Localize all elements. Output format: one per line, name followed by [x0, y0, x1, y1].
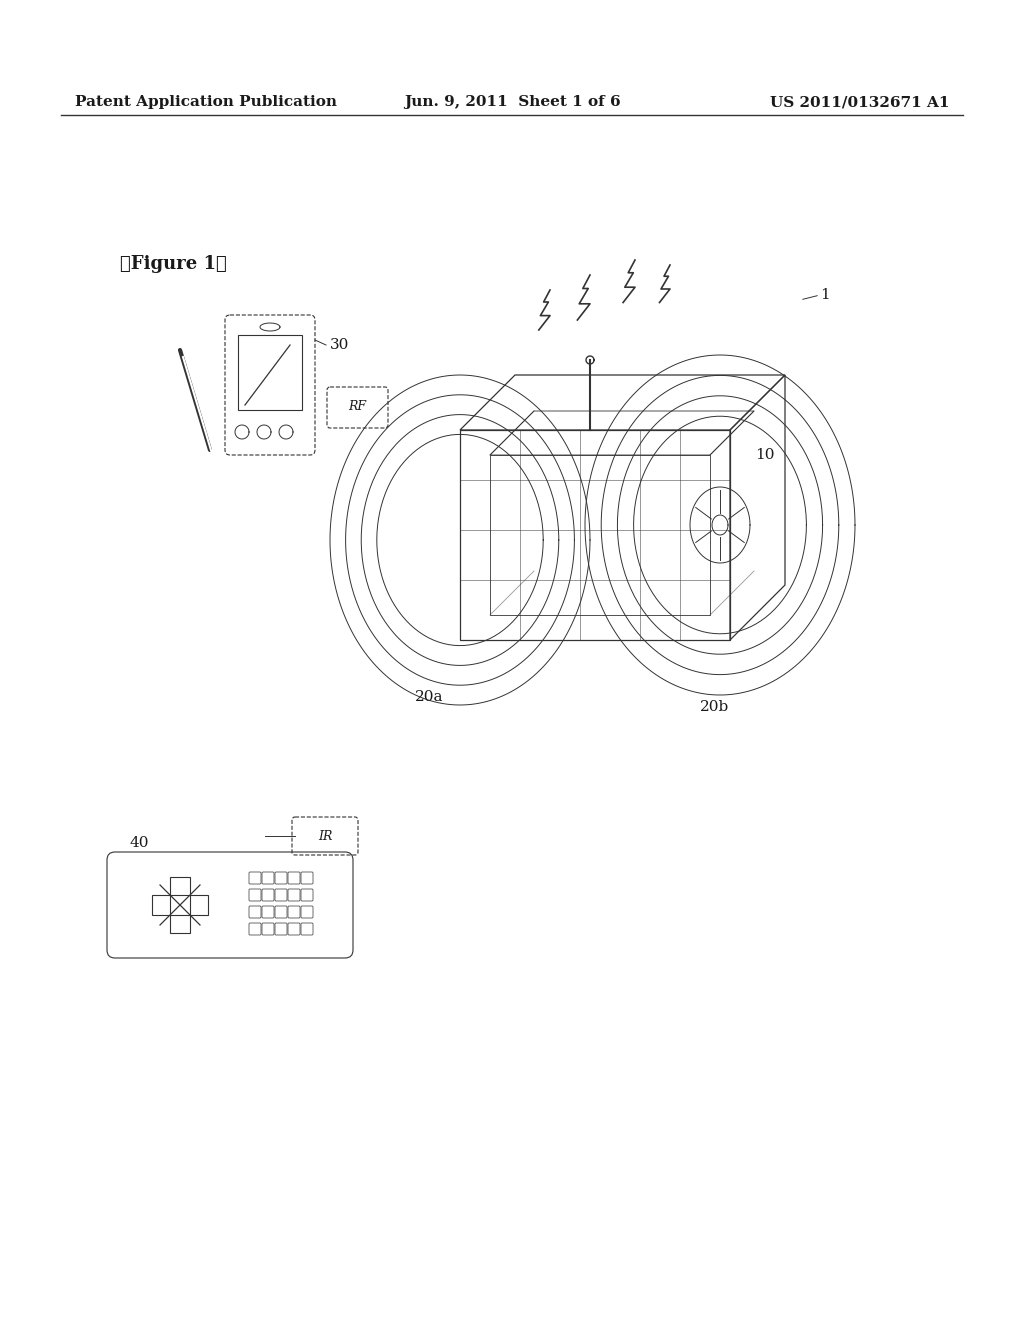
Text: Patent Application Publication: Patent Application Publication [75, 95, 337, 110]
Text: 【Figure 1】: 【Figure 1】 [120, 255, 226, 273]
Text: 10: 10 [755, 447, 774, 462]
Text: 40: 40 [130, 836, 150, 850]
Text: 30: 30 [330, 338, 349, 352]
Text: RF: RF [348, 400, 366, 413]
Text: IR: IR [317, 829, 332, 842]
Text: Jun. 9, 2011  Sheet 1 of 6: Jun. 9, 2011 Sheet 1 of 6 [403, 95, 621, 110]
Text: US 2011/0132671 A1: US 2011/0132671 A1 [770, 95, 950, 110]
Text: 20b: 20b [700, 700, 729, 714]
Text: 20a: 20a [415, 690, 443, 704]
Text: 1: 1 [820, 288, 829, 302]
